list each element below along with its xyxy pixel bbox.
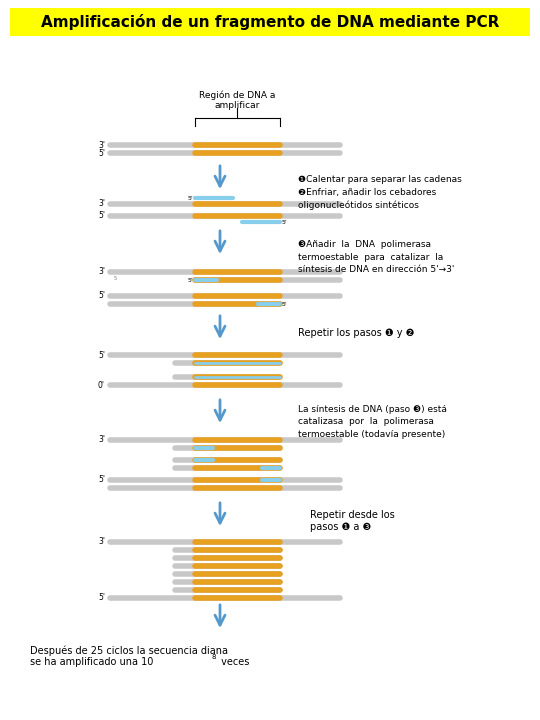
Text: 5': 5'	[187, 196, 193, 200]
Text: 3': 3'	[98, 268, 105, 276]
Text: Amplificación de un fragmento de DNA mediante PCR: Amplificación de un fragmento de DNA med…	[41, 14, 499, 30]
Text: ❶Calentar para separar las cadenas
❷Enfriar, añadir los cebadores
oligonucleótid: ❶Calentar para separar las cadenas ❷Enfr…	[298, 175, 462, 210]
Text: 3': 3'	[98, 538, 105, 546]
Text: Repetir desde los
pasos ❶ a ❸: Repetir desde los pasos ❶ a ❸	[310, 510, 395, 531]
Text: La síntesis de DNA (paso ❸) está
catalizasa  por  la  polimerasa
termoestable (t: La síntesis de DNA (paso ❸) está cataliz…	[298, 405, 447, 439]
Text: se ha amplificado una 10: se ha amplificado una 10	[30, 657, 153, 667]
Text: Región de DNA a
amplificar: Región de DNA a amplificar	[199, 90, 275, 110]
Text: 5': 5'	[98, 351, 105, 359]
Text: 5': 5'	[98, 212, 105, 220]
Text: 5': 5'	[282, 220, 288, 225]
Text: 5': 5'	[98, 292, 105, 300]
Text: 3': 3'	[98, 436, 105, 444]
Text: ❸Añadir  la  DNA  polimerasa
termoestable  para  catalizar  la
síntesis de DNA e: ❸Añadir la DNA polimerasa termoestable p…	[298, 240, 454, 274]
Text: 3': 3'	[98, 140, 105, 150]
Text: 5': 5'	[98, 475, 105, 485]
Text: 5: 5	[114, 276, 117, 282]
Text: 5': 5'	[187, 277, 193, 282]
Text: 5': 5'	[98, 593, 105, 603]
Text: 0': 0'	[98, 380, 105, 390]
Text: veces: veces	[218, 657, 249, 667]
Text: Después de 25 ciclos la secuencia diana: Después de 25 ciclos la secuencia diana	[30, 645, 228, 655]
Text: 8: 8	[212, 654, 217, 660]
Text: 5': 5'	[98, 148, 105, 158]
Text: Repetir los pasos ❶ y ❷: Repetir los pasos ❶ y ❷	[298, 328, 414, 338]
Text: 3': 3'	[98, 199, 105, 209]
Text: 5': 5'	[282, 302, 288, 307]
FancyBboxPatch shape	[10, 8, 530, 36]
